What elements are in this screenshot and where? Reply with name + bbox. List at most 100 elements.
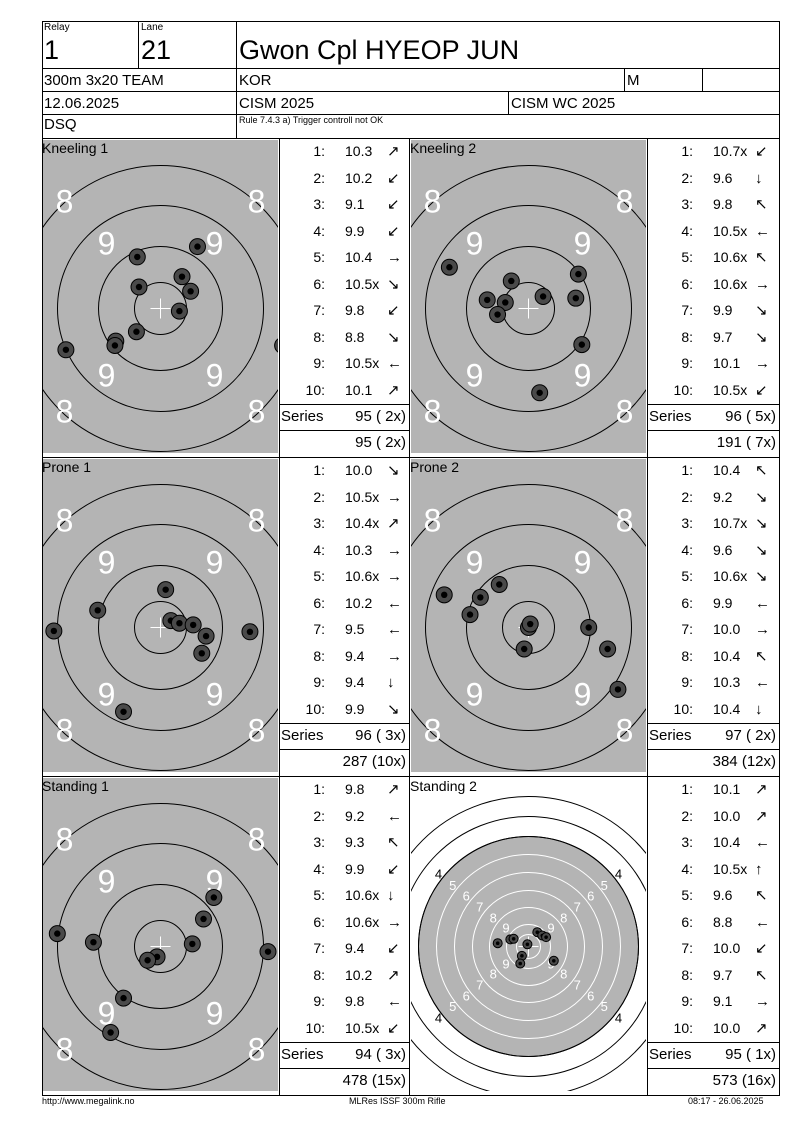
shot-impact [139,951,157,969]
ring-label: 9 [574,545,592,581]
shot-impact [580,619,598,636]
shot-number: 10: [673,381,693,398]
target-panel [42,777,410,1096]
ring-label: 4 [435,1011,442,1026]
shot-impact [502,272,520,290]
shot-direction-icon: ↖ [755,249,768,266]
ring-label: 8 [616,184,634,220]
shot-score: 10.5x [345,488,380,505]
running-total: 478 (15x) [342,1072,406,1089]
ring-label: 9 [466,545,484,581]
ring-label: 8 [248,503,266,539]
shot-score: 10.4x [345,515,380,531]
shot-direction-icon: ← [387,594,402,612]
ring-label: 9 [574,226,592,262]
shot-number: 6: [681,913,693,930]
shot-number: 3: [681,515,693,531]
ring-label: 9 [574,358,592,394]
shot-score: 8.8 [345,328,365,345]
series-divider [647,723,780,724]
ring-label: 8 [616,503,634,539]
shot-direction-icon: ↙ [755,381,768,399]
ring-label: 9 [466,677,484,713]
shot-direction-icon: → [387,488,402,506]
series-label: Series [649,727,692,744]
shot-number: 10: [305,381,325,398]
shot-impact [170,302,188,320]
shot-score: 9.2 [345,807,365,824]
shot-score: 10.7x [713,143,748,159]
ring-label: 8 [560,910,567,925]
shot-number: 5: [681,249,693,265]
shot-score: 10.0 [713,1019,741,1036]
shot-score: 10.5x [713,222,748,239]
ring-label: 8 [424,713,442,749]
ring-label: 8 [248,713,266,749]
ring-label: 8 [424,184,442,220]
shot-number: 10: [673,1019,693,1036]
shot-number: 3: [313,834,325,850]
shot-impact [548,955,559,966]
grid-line [279,458,280,777]
ring-label: 8 [616,394,634,430]
shot-score: 10.6x [345,568,380,584]
shot-number: 7: [313,940,325,956]
shot-score: 9.7 [713,966,733,983]
shot-impact [259,943,277,961]
shot-number: 5: [313,887,325,903]
target-panel [410,139,780,458]
shot-direction-icon: ↘ [755,302,768,319]
shot-number: 9: [313,355,325,371]
shot-number: 7: [681,940,693,956]
shot-direction-icon: ↙ [387,222,400,240]
shot-number: 3: [681,196,693,212]
shot-impact [127,323,145,341]
target-svg: 8 88 89 99 9 [43,140,278,453]
grid-line [279,777,280,1096]
shot-score: 9.9 [345,860,365,877]
shot-impact [183,935,201,953]
footer-url[interactable]: http://www.megalink.no [42,1096,135,1106]
shot-number: 1: [313,462,325,478]
shot-direction-icon: ↗ [387,515,400,532]
header-divider [508,91,509,114]
shot-score: 10.0 [713,807,741,824]
ring-label: 6 [587,988,594,1003]
panel-title: Standing 1 [42,778,109,794]
lane-value: 21 [141,35,172,65]
shot-direction-icon: ← [755,834,770,851]
shot-impact [102,1024,120,1041]
shot-number: 8: [681,328,693,345]
series-divider [647,404,780,405]
shot-score: 10.0 [345,462,373,478]
shot-score: 9.9 [345,700,365,717]
header-divider [236,21,237,139]
shot-number: 3: [681,834,693,850]
shot-direction-icon: ↘ [755,515,768,532]
shot-direction-icon: → [755,993,770,1010]
ring-label: 8 [56,713,74,749]
shot-score: 10.5x [713,381,748,398]
shot-direction-icon: ↙ [387,196,400,213]
shot-number: 2: [313,807,325,824]
shot-direction-icon: ↖ [755,462,768,479]
lane-label: Lane [141,22,164,33]
ring-label: 9 [98,545,116,581]
shot-number: 1: [313,143,325,159]
shot-number: 6: [313,275,325,292]
shot-impact [490,576,508,593]
shot-number: 8: [681,966,693,983]
status-badge: DSQ [44,116,77,133]
shot-impact [193,644,211,662]
ring-label: 6 [463,988,470,1003]
series-divider [279,723,410,724]
shot-score: 10.5x [713,860,748,877]
shot-score: 10.5x [345,275,380,292]
shot-number: 8: [313,647,325,664]
ring-label: 9 [502,957,509,972]
series-label: Series [281,1046,324,1063]
header-divider [42,114,780,115]
shot-score: 10.2 [345,966,373,983]
